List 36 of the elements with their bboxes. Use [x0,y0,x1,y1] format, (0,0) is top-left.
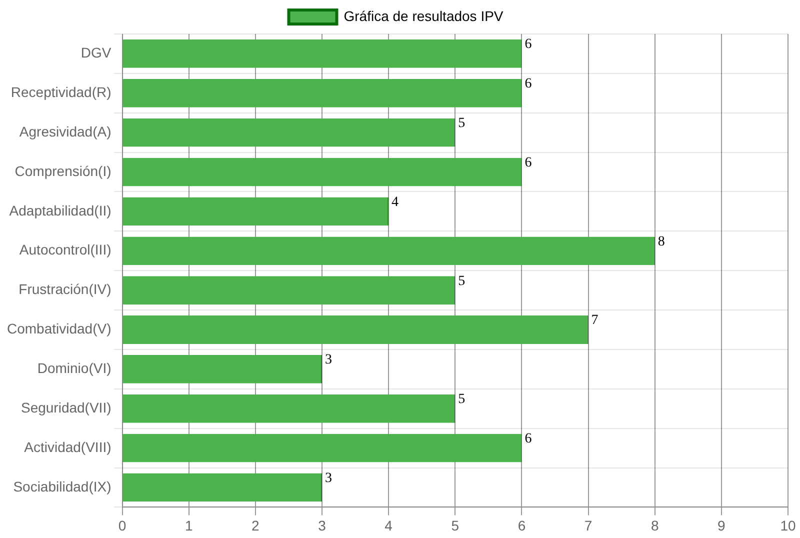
x-tick-label: 7 [584,517,592,534]
y-tick-label: Adaptabilidad(II) [9,202,112,218]
legend-label: Gráfica de resultados IPV [344,8,504,24]
x-tick-label: 2 [252,517,260,534]
y-tick-label: Comprensión(I) [14,162,112,179]
x-tick-label: 3 [318,517,326,534]
data-label: 5 [458,392,466,408]
y-tick-label: DGV [80,44,112,61]
y-tick-label: Combatividad(V) [6,320,112,337]
x-tick-label: 9 [718,517,726,534]
data-label: 6 [524,76,532,92]
data-label: 3 [324,352,332,368]
x-tick-label: 0 [118,517,126,534]
y-tick-label: Seguridad(VII) [20,399,112,416]
x-tick-label: 1 [184,517,193,534]
y-tick-label: Agresividad(A) [19,123,112,140]
data-label: 7 [591,313,598,328]
y-tick-label: Autocontrol(III) [19,242,112,258]
x-tick-label: 6 [518,517,526,534]
x-tick-label: 4 [384,517,393,534]
data-label: 6 [524,155,532,170]
x-tick-label: 10 [780,517,796,534]
data-label: 4 [392,194,399,210]
data-label: 6 [524,37,532,52]
y-tick-label: Receptividad(R) [10,84,112,100]
data-label: 5 [458,274,466,289]
y-tick-label: Frustración(IV) [18,281,112,298]
data-label: 8 [658,234,665,250]
y-tick-label: Sociabilidad(IX) [13,478,112,494]
x-tick-label: 5 [451,517,460,534]
data-label: 3 [324,470,332,486]
data-label: 6 [524,432,532,447]
y-tick-label: Actividad(VIII) [24,438,112,455]
data-label: 5 [458,116,466,132]
x-tick-label: 8 [650,517,659,534]
y-tick-label: Dominio(VI) [37,360,112,376]
